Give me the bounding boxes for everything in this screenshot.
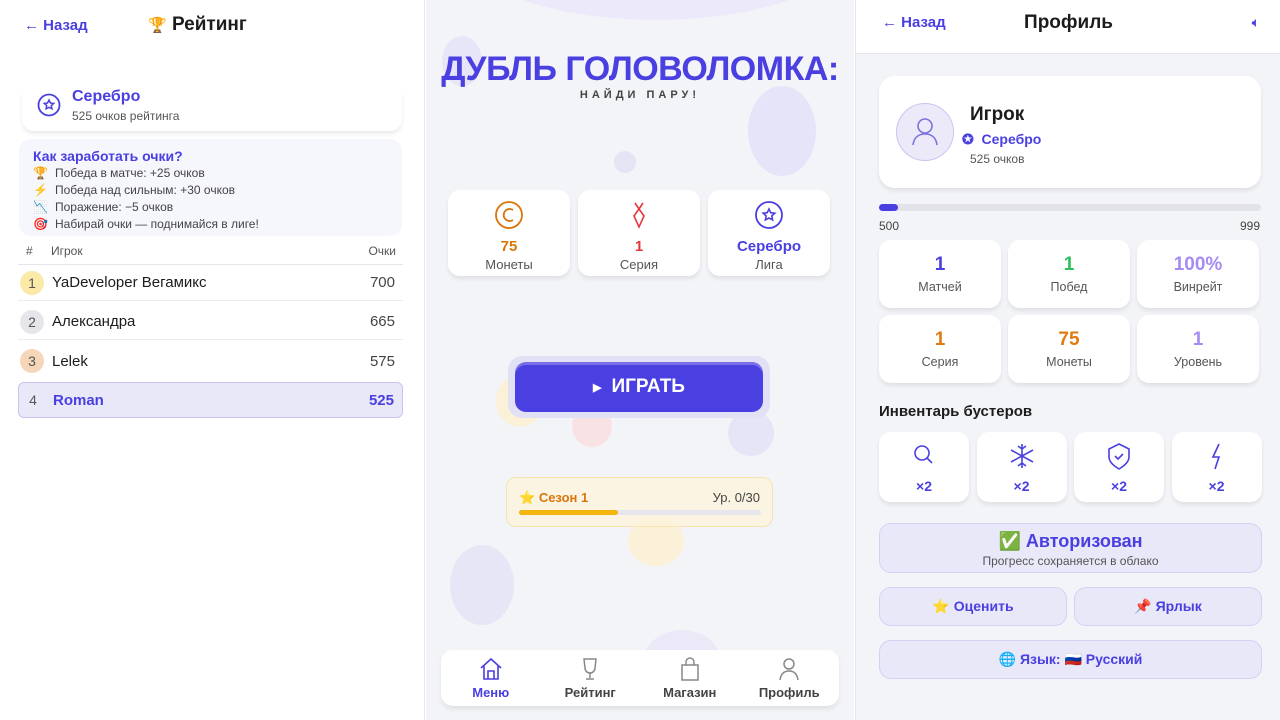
snowflake-icon bbox=[1010, 444, 1033, 468]
fire-icon bbox=[578, 190, 700, 230]
player-points: 665 bbox=[369, 313, 395, 330]
league-name: Серебро bbox=[72, 88, 141, 105]
star-badge-icon: ✪ bbox=[962, 131, 974, 147]
rate-button[interactable]: ⭐ Оценить bbox=[879, 587, 1067, 626]
profile-stat-5: 1 Уровень bbox=[1137, 315, 1259, 383]
progress-max: 999 bbox=[1239, 219, 1260, 233]
back-button[interactable]: ← Назад bbox=[882, 14, 946, 31]
season-progress bbox=[519, 510, 761, 515]
league-progress bbox=[879, 204, 1261, 211]
star-badge-icon bbox=[37, 93, 61, 117]
page-title: Профиль bbox=[1024, 12, 1113, 33]
game-title: ДУБЛЬ ГОЛОВОЛОМКА: bbox=[441, 50, 839, 88]
language-button[interactable]: 🌐 Язык: 🇷🇺 Русский bbox=[879, 640, 1262, 679]
player-name: Roman bbox=[53, 391, 104, 409]
player-league: ✪ Серебро bbox=[962, 131, 1042, 147]
player-points: 700 bbox=[369, 274, 395, 291]
back-label: Назад bbox=[43, 17, 88, 34]
nav-trophy[interactable]: Рейтинг bbox=[541, 650, 641, 706]
booster-lightning[interactable]: ×2 bbox=[1171, 432, 1262, 502]
menu-screen: ДУБЛЬ ГОЛОВОЛОМКА: НАЙДИ ПАРУ! 75 Монеты 1… bbox=[426, 0, 854, 720]
stat-card-2: Серебро Лига bbox=[708, 190, 830, 276]
user-icon bbox=[912, 118, 938, 146]
player-card: Игрок ✪ Серебро 525 очков bbox=[879, 76, 1261, 188]
season-card: ⭐ Сезон 1 Ур. 0/30 bbox=[506, 477, 773, 527]
sound-icon[interactable]: 🔈︎ bbox=[1251, 14, 1260, 30]
table-row[interactable]: 4 Roman 525 bbox=[18, 382, 403, 418]
nav-user[interactable]: Профиль bbox=[740, 650, 840, 706]
table-row[interactable]: 2 Александра 665 bbox=[18, 304, 403, 340]
table-header: # Игрок Очки bbox=[26, 244, 396, 258]
trophy-icon: 🏆 bbox=[148, 17, 167, 34]
player-name: Александра bbox=[52, 313, 136, 330]
profile-stat-0: 1 Матчей bbox=[879, 240, 1001, 308]
player-points: 575 bbox=[369, 352, 395, 370]
game-subtitle: НАЙДИ ПАРУ! bbox=[579, 89, 701, 101]
booster-search[interactable]: ×2 bbox=[879, 432, 969, 502]
howto-item: 🏆 Победа в матче: +25 очков bbox=[33, 166, 205, 180]
season-label: ⭐ Сезон 1 bbox=[519, 490, 589, 505]
nav-bag[interactable]: Магазин bbox=[640, 650, 740, 706]
howto-item: 📉 Поражение: −5 очков bbox=[33, 200, 174, 214]
boosters-title: Инвентарь бустеров bbox=[879, 403, 1033, 420]
player-points: 525 очков bbox=[970, 152, 1025, 166]
shortcut-button[interactable]: 📌 Ярлык bbox=[1074, 587, 1262, 626]
howto-title: Как заработать очки? bbox=[33, 148, 183, 164]
howto-item: ⚡ Победа над сильным: +30 очков bbox=[33, 183, 236, 197]
profile-stat-1: 1 Побед bbox=[1008, 240, 1130, 308]
profile-stat-2: 100% Винрейт bbox=[1137, 240, 1259, 308]
progress-min: 500 bbox=[879, 219, 900, 233]
table-row[interactable]: 1 YaDeveloper Вегамикс 700 bbox=[18, 265, 403, 301]
page-title: 🏆 Рейтинг bbox=[148, 14, 247, 35]
back-button[interactable]: ← Назад bbox=[24, 17, 88, 34]
booster-snowflake[interactable]: ×2 bbox=[976, 432, 1067, 502]
back-label: Назад bbox=[901, 14, 946, 31]
stat-card-1: 1 Серия bbox=[578, 190, 700, 276]
rank-badge: 3 bbox=[20, 349, 44, 373]
howto-item: 🎯 Набирай очки — поднимайся в лиге! bbox=[33, 217, 259, 231]
play-icon: ▶ bbox=[593, 381, 602, 394]
howto-box: Как заработать очки? 🏆 Победа в матче: +2… bbox=[19, 139, 402, 236]
season-level: Ур. 0/30 bbox=[712, 490, 760, 505]
stat-card-0: 75 Монеты bbox=[448, 190, 570, 276]
rating-points: 525 очков рейтинга bbox=[72, 109, 180, 123]
profile-stat-4: 75 Монеты bbox=[1008, 315, 1130, 383]
auth-status-button[interactable]: ✅ Авторизован Прогресс сохраняется в обл… bbox=[879, 523, 1262, 573]
player-name: Игрок bbox=[970, 104, 1025, 125]
shield-icon bbox=[1108, 443, 1130, 470]
rank-badge: 4 bbox=[29, 392, 37, 408]
rating-screen: ← Назад 🏆 Рейтинг Серебро 525 очков рейт… bbox=[0, 0, 425, 720]
league-card: Серебро 525 очков рейтинга bbox=[22, 86, 402, 131]
table-row[interactable]: 3 Lelek 575 bbox=[18, 343, 403, 379]
coin-icon bbox=[448, 190, 570, 230]
play-button[interactable]: ▶ ИГРАТЬ bbox=[515, 362, 763, 412]
player-points: 525 bbox=[368, 391, 394, 409]
user-icon bbox=[740, 656, 840, 685]
bag-icon bbox=[640, 656, 740, 685]
trophy-icon bbox=[541, 656, 641, 685]
profile-stat-3: 1 Серия bbox=[879, 315, 1001, 383]
rank-badge: 1 bbox=[20, 270, 44, 295]
search-icon bbox=[914, 445, 933, 464]
home-icon bbox=[441, 656, 541, 685]
nav-home[interactable]: Меню bbox=[441, 650, 541, 706]
booster-shield[interactable]: ×2 bbox=[1074, 432, 1164, 502]
rank-badge: 2 bbox=[20, 309, 44, 334]
avatar bbox=[896, 103, 954, 161]
profile-screen: ← Назад Профиль 🔈︎ Игрок ✪ Серебро 525 о… bbox=[855, 0, 1280, 720]
player-name: YaDeveloper Вегамикс bbox=[52, 274, 207, 291]
bottom-nav: Меню Рейтинг Магазин Профиль bbox=[441, 650, 839, 706]
lightning-icon bbox=[1211, 443, 1220, 470]
player-name: Lelek bbox=[52, 352, 88, 370]
star-badge-icon bbox=[708, 190, 830, 230]
